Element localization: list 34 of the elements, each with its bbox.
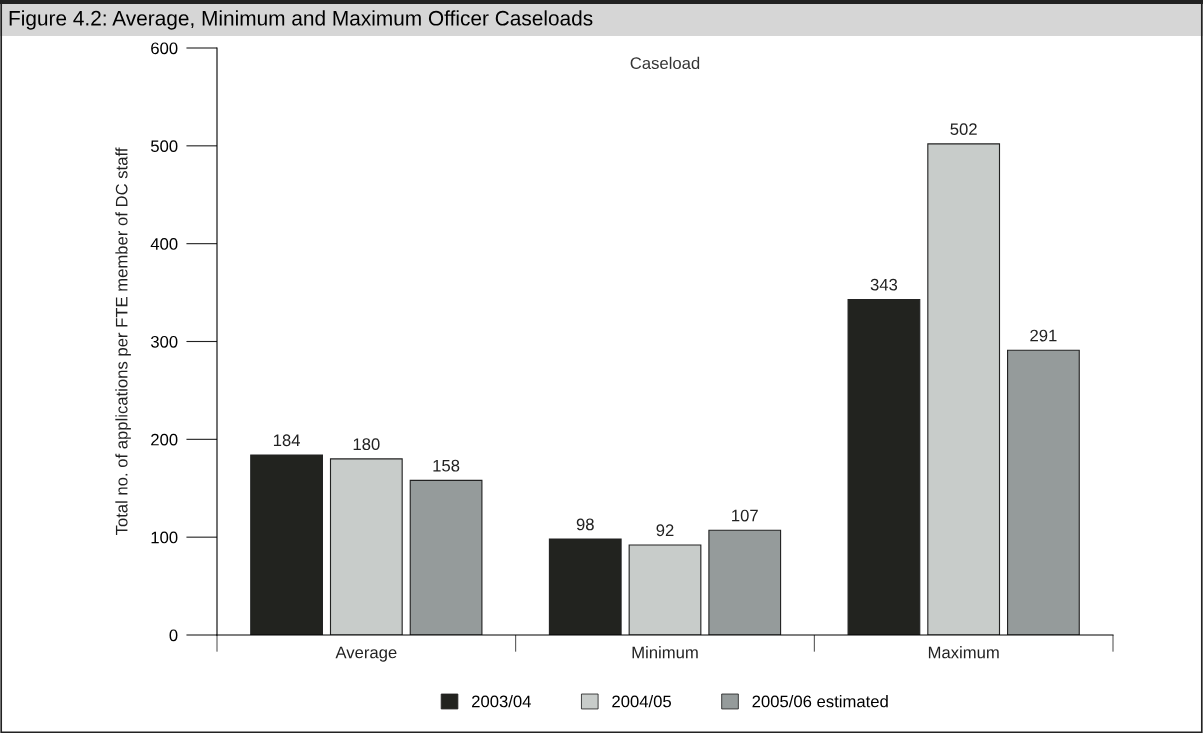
x-tick-label: Average <box>335 646 397 662</box>
data-label: 184 <box>273 434 301 447</box>
bar <box>847 298 921 635</box>
legend-label: 2005/06 estimated <box>752 695 888 708</box>
y-tick-label: 600 <box>151 42 178 55</box>
x-tick-label: Maximum <box>928 646 999 659</box>
y-tick-label: 500 <box>150 140 178 153</box>
bar <box>628 544 702 635</box>
chart-subtitle: Caseload <box>630 56 700 70</box>
data-label: 92 <box>656 524 674 537</box>
y-tick-label: 400 <box>150 238 178 250</box>
y-tick-label: 300 <box>150 335 178 348</box>
legend-label: 2004/05 <box>612 695 671 708</box>
bar <box>329 458 403 635</box>
data-label: 107 <box>732 509 758 522</box>
data-label: 291 <box>1030 329 1057 342</box>
bar <box>250 454 323 635</box>
chart-title: Figure 4.2: Average, Minimum and Maximum Officer Caseloads <box>9 10 593 30</box>
bar <box>927 143 1001 635</box>
y-tick-label: 0 <box>169 629 178 642</box>
bar <box>409 479 483 635</box>
y-tick-label: 100 <box>151 531 178 544</box>
data-label: 158 <box>433 459 460 472</box>
data-label: 180 <box>353 438 380 451</box>
bar <box>548 538 622 635</box>
data-label: 343 <box>870 278 898 291</box>
bar <box>708 529 782 635</box>
bar <box>1007 349 1080 635</box>
data-label: 502 <box>950 123 977 136</box>
data-label: 98 <box>576 518 594 531</box>
legend-label: 2003/04 <box>472 695 531 708</box>
y-tick-label: 200 <box>151 433 178 446</box>
y-axis-title: Total no. of applications per FTE member of DC staff <box>115 147 131 536</box>
x-tick-label: Minimum <box>632 646 698 659</box>
